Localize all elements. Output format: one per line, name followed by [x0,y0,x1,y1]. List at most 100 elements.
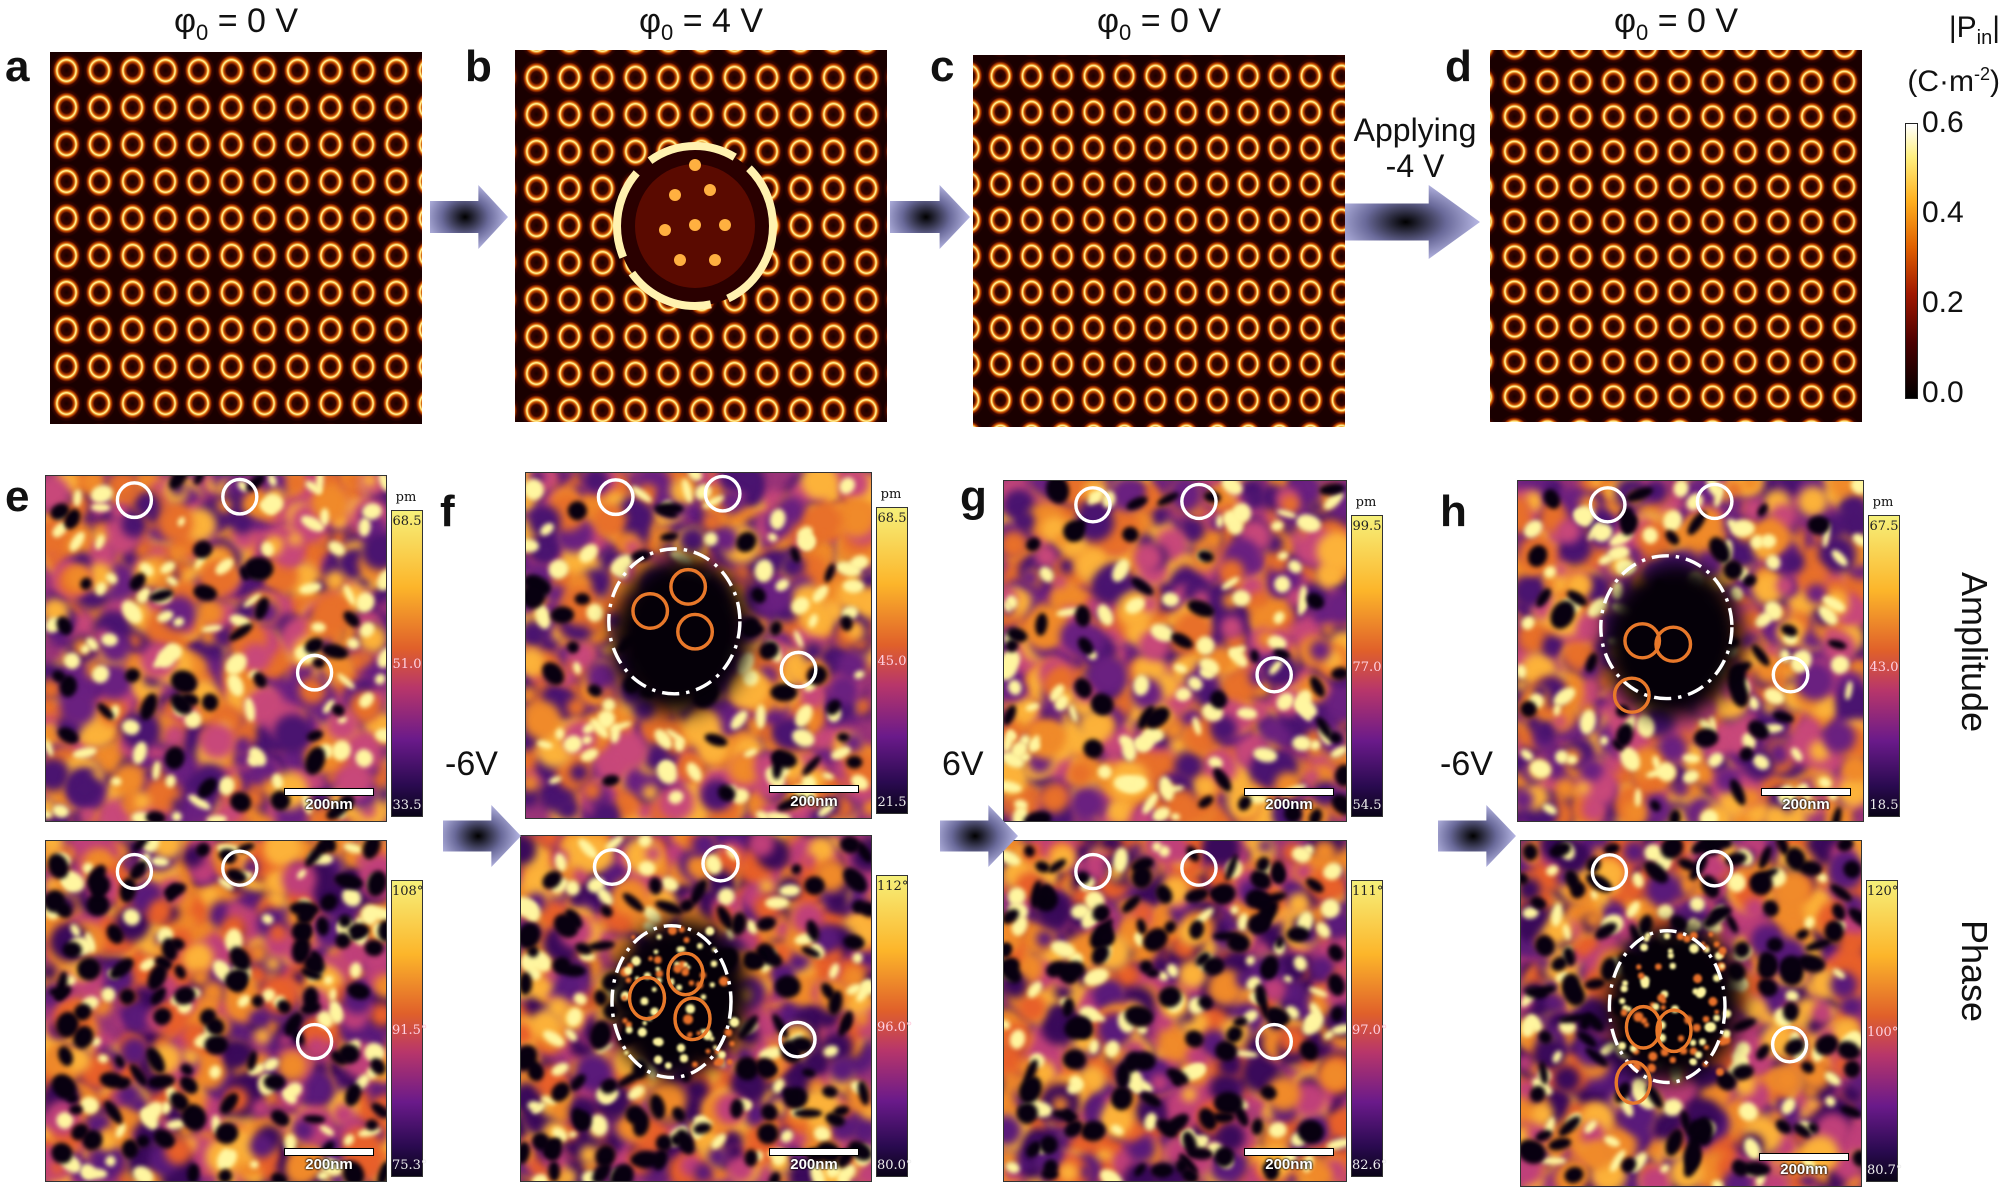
colorbar-min: 33.5 [392,798,422,813]
applied-voltage: -4 V [1385,148,1445,184]
panel-label-f: f [440,487,455,536]
panel-title-a: φ0 = 0 V [50,2,422,46]
white-marker-circle [1695,482,1734,521]
voltage-value: = 0 V [208,2,299,40]
voltage-value: = 0 V [1648,2,1739,40]
colorbar-max: 99.5 [1352,519,1382,534]
colorbar-max: 68.5 [392,514,422,529]
applying-voltage-text: Applying -4 V [1345,112,1485,184]
arrow-right-icon [1438,805,1516,867]
applying-label: Applying [1353,112,1477,148]
voltage-value: = 4 V [673,2,764,40]
colorbar-mid: 77.0 [1352,660,1382,675]
scale-bar: 200nm [769,1148,859,1173]
white-marker-circle [1180,482,1218,521]
colorbar-mid: 97.0° [1352,1022,1388,1038]
colorbar-unit: pm [395,490,417,505]
annotation-overlay [1074,849,1293,1061]
colorbar-max: 108° [392,884,424,899]
white-marker-circle [1255,1022,1293,1061]
white-marker-circle [1770,1025,1809,1064]
phase-map-h: 200nm [1520,840,1862,1187]
polarization-map-c [973,55,1345,427]
scale-bar-line [284,1148,374,1156]
annotation-overlay [115,477,334,692]
panel-label-a: a [5,42,30,91]
scale-bar: 200nm [1244,1148,1334,1173]
phi-symbol: φ [173,2,196,40]
phi-subscript: 0 [1636,19,1649,45]
colorbar-tick: 0.4 [1922,196,1964,229]
orange-marker-circle [631,592,670,630]
colorbar-unit: pm [1872,495,1894,510]
amplitude-image [1004,481,1346,821]
colorbar-mid: 100° [1867,1025,1899,1040]
amplitude-map-h: 200nm [1517,480,1864,822]
polarization-map-d [1490,50,1862,422]
scale-bar-label: 200nm [1265,1156,1313,1173]
colorbar-unit: pm [1355,495,1377,510]
scale-bar-line [1761,788,1851,796]
white-marker-circle [779,650,818,689]
polarization-map-b [515,50,887,422]
colorbar-min: 75.3° [392,1158,428,1173]
orange-marker-circle [676,612,715,651]
scale-bar-label: 200nm [305,796,353,813]
colorbar-min: 18.5 [1869,798,1899,813]
dashed-boundary [1599,554,1734,701]
scale-bar-label: 200nm [1265,796,1313,813]
phase-image [46,841,386,1181]
colorbar-max: 112° [877,879,909,894]
scale-bar-line [1244,788,1334,796]
phase-colorbar-h: 120° 100° 80.7° [1866,880,1902,1182]
white-marker-circle [1074,852,1112,891]
orange-marker-circle [1623,622,1662,660]
amplitude-colorbar-f: 68.5 45.0 21.5 [876,507,908,814]
white-marker-circle [596,478,635,517]
white-marker-circle [701,844,740,883]
orange-marker-circle [1654,625,1693,663]
scale-bar-line [1759,1153,1849,1161]
colorbar-max: 67.5 [1869,519,1899,534]
phase-colorbar-g: 111° 97.0° 82.6° [1351,880,1388,1177]
polarization-map-a [50,52,422,424]
colorbar-max: 120° [1867,884,1899,899]
abs-bar: | [1992,11,2000,44]
white-marker-circle [115,852,154,891]
colorbar-mid: 91.5° [392,1022,428,1038]
colorbar-mid: 51.0 [392,657,422,673]
arrow-right-icon [940,805,1018,867]
scale-bar: 200nm [1759,1153,1849,1178]
amplitude-map-f: 200nm [525,472,872,819]
scale-bar-line [1244,1148,1334,1156]
orange-marker-circle [627,975,667,1021]
amplitude-colorbar-g: 99.5 77.0 54.5 [1351,515,1383,817]
panel-label-d: d [1445,42,1472,91]
white-marker-circle [592,848,632,887]
colorbar-tick: 0.0 [1922,376,1964,409]
white-marker-circle [221,849,259,887]
scale-bar-line [769,1148,859,1156]
row-label-phase: Phase [1954,920,1995,1023]
p-subscript: in [1976,27,1993,49]
orange-marker-circle [673,996,712,1042]
colorbar-mid: 43.0 [1869,660,1899,675]
colorbar-mid: 96.0° [877,1020,913,1035]
colorbar-title: |Pin| (C·m-2) [1850,10,2000,100]
dashed-boundary [607,547,742,696]
panel-label-e: e [5,472,30,521]
white-marker-circle [221,477,259,516]
scale-bar: 200nm [1244,788,1334,813]
amplitude-map-g: 200nm [1003,480,1347,822]
voltage-value: = 0 V [1131,2,1222,40]
unit-exponent: -2 [1973,64,1990,84]
phase-map-e: 200nm [45,840,387,1182]
orange-marker-circle [1612,676,1651,714]
colorbar-tick: 0.6 [1922,106,1964,139]
panel-title-d: φ0 = 0 V [1490,2,1862,46]
dashed-boundary [610,923,733,1080]
scale-bar-label: 200nm [790,793,838,810]
arrow-right-icon [1345,185,1480,259]
phase-image [1004,841,1346,1181]
scale-bar-label: 200nm [790,1156,838,1173]
